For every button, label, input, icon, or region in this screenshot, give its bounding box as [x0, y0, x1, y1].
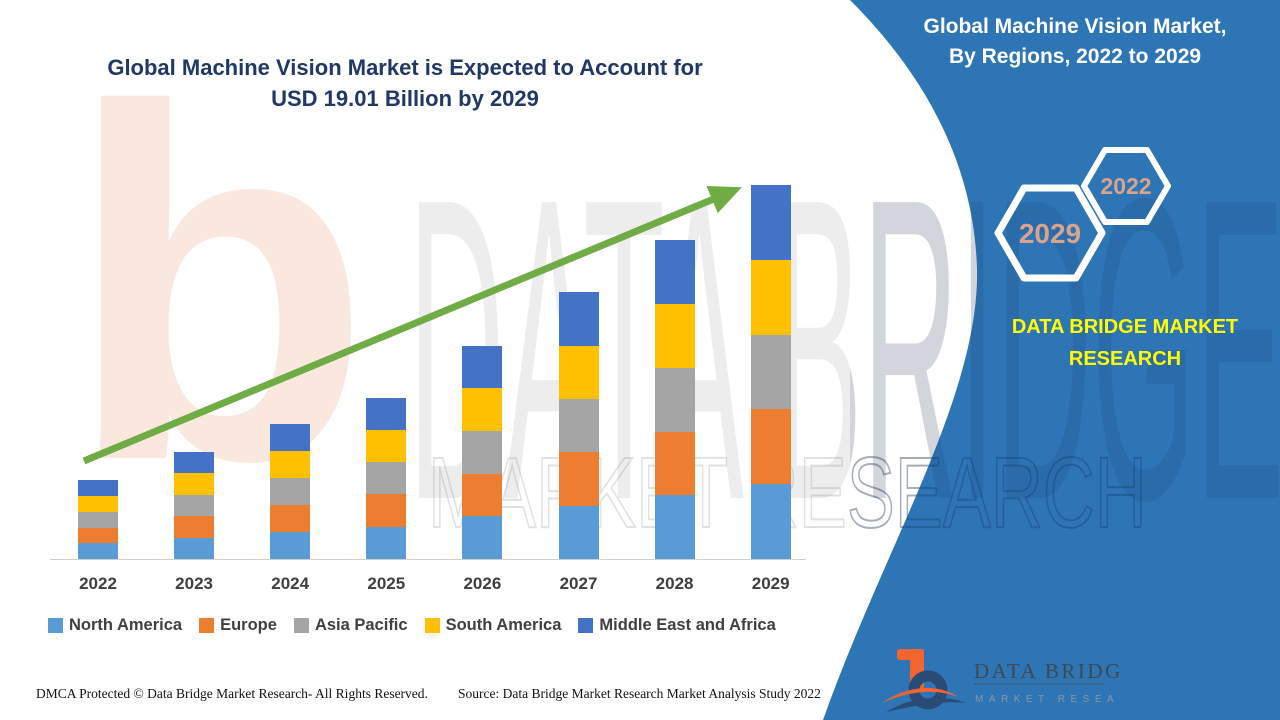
legend-swatch-icon — [199, 618, 215, 633]
legend-item-europe: Europe — [199, 616, 277, 635]
panel-brand-line1: DATA BRIDGE MARKET — [1011, 316, 1239, 338]
bar-segment-2026-north-america — [462, 516, 503, 559]
bar-segment-2025-europe — [366, 494, 407, 527]
hexagon-2022-label: 2022 — [1100, 173, 1151, 199]
legend-swatch-icon — [293, 618, 309, 633]
legend-swatch-icon — [424, 618, 440, 633]
bar-segment-2028-north-america — [654, 495, 695, 559]
bar-segment-2022-south-america — [78, 496, 118, 512]
bar-segment-2027-north-america — [558, 505, 599, 559]
logo-title: DATA BRIDGE — [974, 659, 1120, 683]
chart-legend: North America Europe Asia Pacific South Ame… — [48, 616, 793, 635]
bar-segment-2026-south-america — [462, 388, 503, 431]
bar-segment-2023-middle-east-and-africa — [174, 451, 215, 474]
x-axis-label-2026: 2026 — [463, 574, 502, 593]
bar-segment-2026-middle-east-and-africa — [462, 345, 503, 389]
bar-segment-2029-south-america — [750, 259, 791, 335]
panel-title: Global Machine Vision Market, By Regions… — [880, 12, 1270, 72]
bar-segment-2023-south-america — [174, 473, 215, 495]
legend-swatch-icon — [48, 618, 63, 633]
x-axis-label-2025: 2025 — [367, 574, 406, 593]
bar-segment-2023-europe — [174, 516, 215, 538]
bar-segment-2028-europe — [654, 431, 695, 496]
bar-segment-2025-asia-pacific — [366, 462, 407, 495]
bar-segment-2029-north-america — [750, 484, 791, 559]
bar-segment-2023-north-america — [174, 537, 215, 559]
legend-label: South America — [445, 616, 562, 634]
bar-segment-2022-europe — [78, 527, 118, 544]
x-axis-label-2028: 2028 — [655, 574, 694, 593]
legend-swatch-icon — [578, 618, 594, 633]
chart-title-line1: Global Machine Vision Market is Expected… — [107, 55, 703, 80]
hexagon-2022-icon — [1081, 147, 1171, 225]
panel-title-line1: Global Machine Vision Market, — [923, 15, 1227, 38]
bar-segment-2022-asia-pacific — [78, 511, 118, 528]
bar-segment-2024-asia-pacific — [270, 478, 311, 506]
bar-segment-2022-middle-east-and-africa — [78, 480, 118, 497]
bar-segment-2029-asia-pacific — [750, 334, 791, 410]
bar-segment-2026-asia-pacific — [462, 430, 503, 474]
legend-item-south-america: South America — [424, 616, 562, 635]
logo-b-hook-icon — [897, 649, 912, 660]
bar-segment-2028-middle-east-and-africa — [654, 240, 695, 305]
legend-item-north-america: North America — [48, 616, 182, 635]
footer-source-text: Source: Data Bridge Market Research Mark… — [458, 686, 821, 701]
x-axis-label-2022: 2022 — [79, 574, 117, 593]
legend-label: Europe — [220, 616, 277, 634]
footer-dmca-text: DMCA Protected © Data Bridge Market Rese… — [36, 686, 428, 701]
x-axis-label-2027: 2027 — [559, 574, 598, 593]
panel-title-line2: By Regions, 2022 to 2029 — [948, 45, 1202, 68]
bar-segment-2022-north-america — [78, 543, 118, 559]
hexagon-2029-label: 2029 — [1019, 218, 1081, 249]
legend-label: Asia Pacific — [314, 616, 408, 634]
legend-label: Middle East and Africa — [599, 616, 776, 634]
chart-title-line2: USD 19.01 Billion by 2029 — [271, 86, 539, 111]
bar-segment-2025-south-america — [366, 429, 407, 463]
legend-label: North America — [69, 616, 183, 634]
legend-item-asia-pacific: Asia Pacific — [293, 616, 408, 635]
bar-segment-2024-north-america — [270, 532, 311, 559]
bar-segment-2027-europe — [558, 452, 599, 506]
logo-swoosh-navy-icon — [886, 697, 966, 712]
chart-title: Global Machine Vision Market is Expected… — [65, 52, 745, 114]
bar-segment-2028-asia-pacific — [654, 367, 695, 432]
bar-segment-2027-middle-east-and-africa — [558, 292, 599, 346]
panel-brand-line2: RESEARCH — [1068, 348, 1182, 370]
logo-subtitle: MARKET RESEARCH — [975, 694, 1120, 705]
logo-swoosh-orange-icon — [882, 687, 958, 703]
bar-segment-2025-middle-east-and-africa — [366, 397, 407, 430]
bar-segment-2024-middle-east-and-africa — [270, 424, 311, 452]
bar-segment-2029-europe — [750, 409, 791, 485]
legend-item-middle-east-and-africa: Middle East and Africa — [578, 616, 776, 635]
bar-segment-2024-south-america — [270, 451, 311, 479]
x-axis-label-2024: 2024 — [271, 574, 310, 593]
x-axis-label-2029: 2029 — [751, 574, 790, 593]
bar-segment-2029-middle-east-and-africa — [750, 185, 791, 260]
x-axis-label-2023: 2023 — [175, 574, 213, 593]
bar-segment-2027-south-america — [558, 345, 599, 400]
databridge-logo: DATA BRIDGE MARKET RESEARCH — [882, 649, 1120, 712]
hexagon-2029-icon — [994, 184, 1106, 282]
watermark-b-logo-icon: b — [66, 5, 372, 564]
panel-brand-text: DATA BRIDGE MARKET RESEARCH — [955, 311, 1280, 375]
bar-segment-2025-north-america — [366, 526, 407, 559]
bar-segment-2023-asia-pacific — [174, 494, 215, 517]
bar-segment-2027-asia-pacific — [558, 399, 599, 453]
bar-segment-2026-europe — [462, 473, 503, 517]
bar-segment-2024-europe — [270, 505, 311, 533]
bar-segment-2028-south-america — [654, 304, 695, 368]
x-axis-line — [50, 559, 806, 560]
